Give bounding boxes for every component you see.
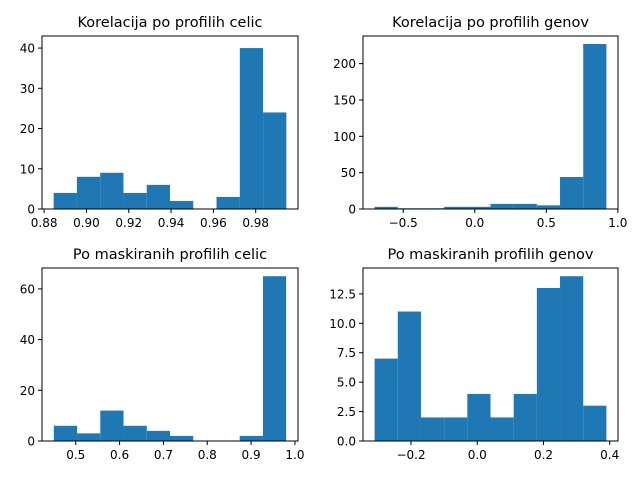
- subplot-title: Korelacija po profilih celic: [78, 15, 263, 31]
- histogram-bar: [513, 203, 537, 209]
- histogram-bar: [490, 203, 514, 209]
- y-tick-label: 7.5: [337, 346, 356, 360]
- histogram-bar: [583, 43, 607, 209]
- y-tick-label: 10: [20, 162, 35, 176]
- y-tick-label: 20: [20, 122, 35, 136]
- histogram-bar: [467, 206, 491, 209]
- y-tick-label: 2.5: [337, 405, 356, 419]
- histogram-bar: [100, 410, 124, 441]
- axes-frame: [41, 267, 299, 442]
- histogram-bar: [374, 206, 398, 209]
- y-tick-label: 100: [333, 130, 356, 144]
- histogram-bar: [583, 405, 607, 441]
- x-tick-label: 0.9: [242, 448, 261, 462]
- y-tick-label: 0: [348, 203, 356, 217]
- y-tick-label: 12.5: [329, 287, 356, 301]
- histogram-bar: [123, 192, 147, 209]
- histogram-bar: [444, 417, 468, 441]
- axes-frame: [362, 267, 619, 442]
- x-tick-label: 0.96: [200, 216, 227, 230]
- histogram-bar: [374, 358, 398, 441]
- subplot-3: 0.5 0.6 0.7 0.8 0.9 1.0 0 20 40 60 Po maskiranih p…: [20, 247, 305, 462]
- histogram-bar: [490, 417, 514, 441]
- y-tick-label: 5.0: [337, 376, 356, 390]
- y-tick-label: 20: [20, 384, 35, 398]
- x-tick-label: 0.5: [66, 448, 85, 462]
- axes-frame: [41, 35, 299, 210]
- x-tick-label: −0.2: [396, 448, 425, 462]
- x-tick-label: 0.0: [465, 216, 484, 230]
- x-tick-label: −0.5: [389, 216, 418, 230]
- histogram-bar: [536, 288, 561, 441]
- subplot-title: Po maskiranih profilih genov: [387, 247, 593, 263]
- x-tick-label: 0.88: [31, 216, 58, 230]
- histogram-bar: [536, 205, 561, 209]
- x-tick-label: 0.5: [537, 216, 556, 230]
- y-tick-label: 0.0: [337, 435, 356, 449]
- histogram-bar: [560, 276, 584, 441]
- histogram-bar: [170, 200, 194, 209]
- histogram-bar: [146, 184, 170, 209]
- x-tick-label: 0.7: [154, 448, 173, 462]
- y-tick-label: 150: [333, 93, 356, 107]
- x-tick-label: 0.6: [110, 448, 129, 462]
- x-tick-label: 0.0: [468, 448, 487, 462]
- y-tick-label: 200: [333, 57, 356, 71]
- histogram-bar: [76, 176, 101, 209]
- histogram-bar: [397, 311, 421, 441]
- histogram-bar: [262, 276, 287, 441]
- histogram-bar: [420, 417, 445, 441]
- histogram-bar: [100, 172, 124, 209]
- y-tick-label: 60: [20, 282, 35, 296]
- histogram-bar: [123, 425, 147, 441]
- subplot-1: 0.88 0.90 0.92 0.94 0.96 0.98 0 10 20 30 40 Korelac…: [20, 15, 299, 230]
- y-tick-label: 40: [20, 42, 35, 56]
- histogram-bar: [263, 112, 287, 209]
- y-tick-label: 0: [27, 435, 35, 449]
- histogram-bar: [77, 433, 101, 441]
- histogram-bar: [216, 196, 240, 209]
- histogram-bar: [239, 48, 264, 210]
- histogram-bar: [444, 206, 468, 209]
- histogram-bar: [513, 393, 537, 441]
- x-tick-label: 0.4: [600, 448, 619, 462]
- histogram-bar: [467, 393, 491, 441]
- histogram-bar: [239, 435, 263, 441]
- x-tick-label: 1.0: [285, 448, 304, 462]
- histogram-bar: [170, 435, 194, 441]
- subplot-title: Po maskiranih profilih celic: [73, 247, 267, 263]
- y-tick-label: 10.0: [329, 317, 356, 331]
- histogram-bar: [53, 425, 78, 441]
- histogram-bar: [560, 177, 584, 209]
- subplot-4: −0.2 0.0 0.2 0.4 0.0 2.5 5.0 7.5 10.0 12.5 Po mask…: [329, 247, 619, 462]
- x-tick-label: 0.94: [158, 216, 185, 230]
- histogram-bar: [146, 430, 170, 441]
- subplot-title: Korelacija po profilih genov: [392, 15, 589, 31]
- x-tick-label: 1.0: [608, 216, 627, 230]
- x-tick-label: 0.2: [534, 448, 553, 462]
- y-tick-label: 40: [20, 333, 35, 347]
- histogram-bar: [53, 192, 77, 209]
- subplot-2: −0.5 0.0 0.5 1.0 0 50 100 150 200 Korelacija po p…: [333, 15, 627, 230]
- y-tick-label: 30: [20, 82, 35, 96]
- x-tick-label: 0.90: [73, 216, 100, 230]
- x-tick-label: 0.98: [242, 216, 269, 230]
- x-tick-label: 0.8: [198, 448, 217, 462]
- y-tick-label: 50: [341, 166, 356, 180]
- y-tick-label: 0: [27, 203, 35, 217]
- axes-frame: [362, 35, 619, 210]
- x-tick-label: 0.92: [115, 216, 142, 230]
